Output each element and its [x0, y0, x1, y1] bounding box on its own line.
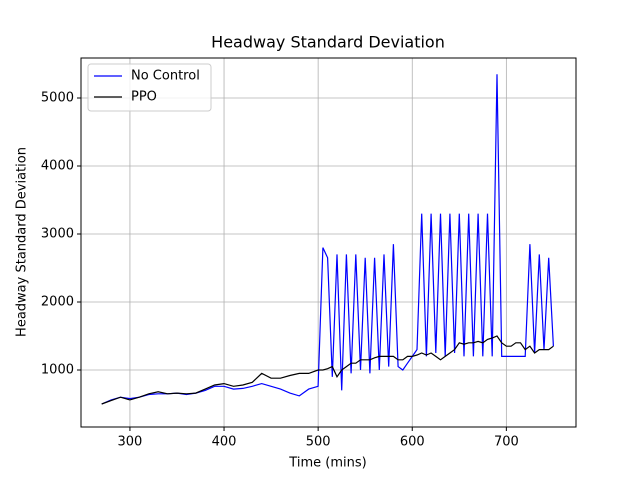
x-tick-label: 700: [494, 435, 519, 450]
legend-label: No Control: [131, 69, 200, 84]
x-tick-label: 500: [306, 435, 331, 450]
x-axis-label: Time (mins): [288, 456, 366, 471]
y-tick-label: 4000: [41, 158, 74, 173]
x-tick-label: 600: [400, 435, 425, 450]
y-tick-label: 2000: [41, 295, 74, 310]
y-tick-label: 1000: [41, 363, 74, 378]
x-tick-label: 400: [212, 435, 237, 450]
y-axis-label: Headway Standard Deviation: [15, 147, 30, 337]
y-tick-label: 5000: [41, 90, 74, 105]
series-line: [101, 74, 554, 405]
legend-label: PPO: [131, 90, 157, 105]
chart-title: Headway Standard Deviation: [211, 33, 445, 52]
plot-frame: [80, 57, 577, 428]
y-tick-label: 3000: [41, 226, 74, 241]
series-line: [101, 335, 554, 405]
x-tick-label: 300: [118, 435, 143, 450]
